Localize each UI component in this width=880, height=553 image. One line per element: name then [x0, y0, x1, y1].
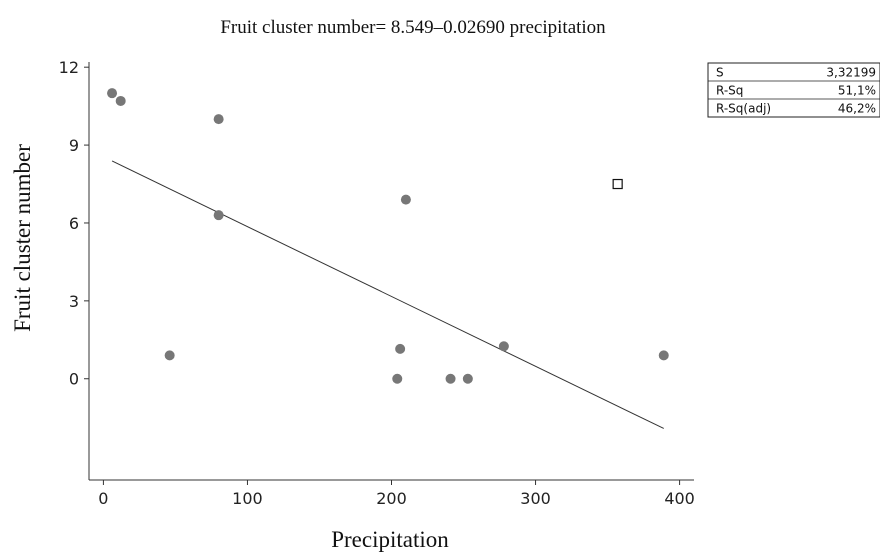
- y-tick-label: 6: [69, 214, 79, 233]
- y-tick-label: 0: [69, 370, 79, 389]
- stats-label: R-Sq(adj): [716, 102, 771, 116]
- data-point: [498, 341, 509, 352]
- data-point: [213, 210, 224, 221]
- stats-value: 3,32199: [826, 66, 876, 80]
- y-tick-label: 12: [59, 58, 79, 77]
- data-point: [107, 88, 118, 99]
- data-point: [462, 373, 473, 384]
- y-tick-label: 9: [69, 136, 79, 155]
- data-point: [115, 95, 126, 106]
- stats-value: 51,1%: [838, 84, 876, 98]
- x-tick-label: 300: [520, 489, 551, 508]
- data-points: [107, 88, 669, 384]
- data-point: [164, 350, 175, 361]
- x-tick-label: 200: [376, 489, 407, 508]
- highlighted-points: [612, 178, 623, 190]
- stats-label: S: [716, 66, 724, 80]
- x-axis-ticks: 0 100 200 300 400: [98, 480, 695, 508]
- y-tick-label: 3: [69, 292, 79, 311]
- data-point: [658, 350, 669, 361]
- chart-title: Fruit cluster number= 8.549–0.02690 prec…: [220, 17, 606, 38]
- regression-stats-table: S 3,32199 R-Sq 51,1% R-Sq(adj) 46,2%: [707, 62, 880, 118]
- data-point: [445, 373, 456, 384]
- data-point: [213, 114, 224, 125]
- data-point: [395, 343, 406, 354]
- data-point: [392, 373, 403, 384]
- stats-value: 46,2%: [838, 102, 876, 116]
- regression-line: [111, 160, 664, 429]
- x-tick-label: 100: [232, 489, 263, 508]
- x-tick-label: 0: [98, 489, 108, 508]
- stats-label: R-Sq: [716, 84, 743, 98]
- y-axis-ticks: 0 3 6 9 12: [59, 58, 89, 389]
- highlighted-point-marker: [612, 178, 623, 190]
- data-point: [400, 194, 411, 205]
- stats-table-border: [707, 62, 880, 118]
- y-axis-label: Fruit cluster number: [10, 144, 35, 332]
- x-axis-label: Precipitation: [331, 527, 449, 552]
- x-tick-label: 400: [664, 489, 695, 508]
- plot-area: 0 3 6 9 12 0 100 200 300 400: [59, 58, 695, 508]
